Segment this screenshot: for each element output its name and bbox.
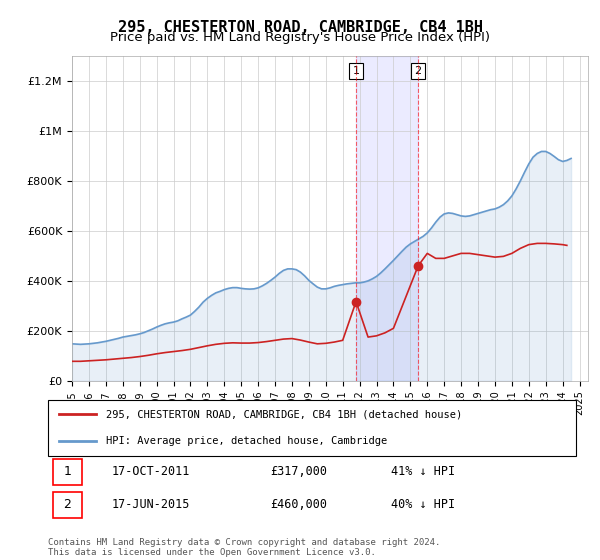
FancyBboxPatch shape bbox=[53, 492, 82, 517]
Text: 1: 1 bbox=[353, 66, 359, 76]
Text: 1: 1 bbox=[64, 465, 71, 478]
Text: 295, CHESTERTON ROAD, CAMBRIDGE, CB4 1BH (detached house): 295, CHESTERTON ROAD, CAMBRIDGE, CB4 1BH… bbox=[106, 409, 463, 419]
Text: £460,000: £460,000 bbox=[270, 498, 327, 511]
Text: 40% ↓ HPI: 40% ↓ HPI bbox=[391, 498, 455, 511]
Text: 2: 2 bbox=[64, 498, 71, 511]
Text: £317,000: £317,000 bbox=[270, 465, 327, 478]
Text: 17-JUN-2015: 17-JUN-2015 bbox=[112, 498, 190, 511]
Bar bbox=[356, 56, 418, 381]
Text: HPI: Average price, detached house, Cambridge: HPI: Average price, detached house, Camb… bbox=[106, 436, 388, 446]
Text: Contains HM Land Registry data © Crown copyright and database right 2024.
This d: Contains HM Land Registry data © Crown c… bbox=[48, 538, 440, 557]
FancyBboxPatch shape bbox=[53, 459, 82, 485]
Text: 2: 2 bbox=[415, 66, 422, 76]
Text: 17-OCT-2011: 17-OCT-2011 bbox=[112, 465, 190, 478]
Text: 41% ↓ HPI: 41% ↓ HPI bbox=[391, 465, 455, 478]
Text: Price paid vs. HM Land Registry's House Price Index (HPI): Price paid vs. HM Land Registry's House … bbox=[110, 31, 490, 44]
FancyBboxPatch shape bbox=[48, 400, 576, 456]
Text: 295, CHESTERTON ROAD, CAMBRIDGE, CB4 1BH: 295, CHESTERTON ROAD, CAMBRIDGE, CB4 1BH bbox=[118, 20, 482, 35]
